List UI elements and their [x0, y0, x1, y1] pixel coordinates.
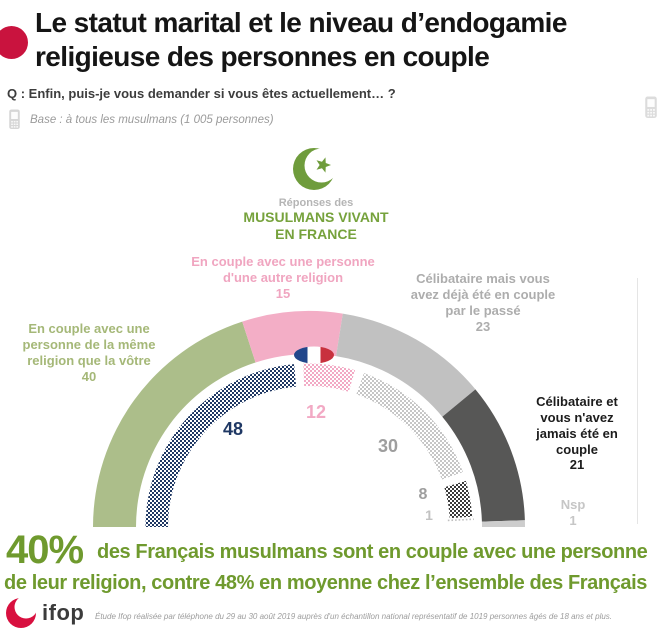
badge-title-line1: MUSULMANS VIVANT: [243, 209, 389, 225]
phone-icon: [645, 96, 657, 118]
label-nsp-text: Nsp: [560, 497, 586, 512]
badge-title-line2: EN FRANCE: [275, 225, 357, 242]
divider-line: [637, 278, 638, 524]
inner-arc-2: [356, 372, 464, 480]
label-same-religion: En couple avec une personne de la même r…: [0, 321, 178, 384]
inner-value-celibataire-passe: 30: [377, 436, 399, 456]
badge-title: MUSULMANS VIVANT EN FRANCE: [196, 209, 436, 242]
survey-base: Base : à tous les musulmans (1 005 perso…: [30, 114, 274, 126]
outer-arc-2: [336, 313, 476, 417]
inner-arc-1: [303, 363, 356, 392]
inner-arc-0: [145, 364, 297, 527]
highlight-stat: 40%: [6, 528, 84, 572]
ifop-logo-text: ifop: [42, 600, 85, 625]
label-other-religion-text: En couple avec une personne d'une autre …: [191, 254, 375, 285]
france-flag-icon: [294, 346, 334, 364]
badge-subtitle: Réponses des: [278, 197, 354, 209]
title-line1: Le statut marital et le niveau d’endogam…: [35, 7, 567, 38]
label-other-religion-value: 15: [275, 285, 291, 301]
survey-question: Q : Enfin, puis-je vous demander si vous…: [7, 86, 396, 101]
label-single-past-text: Célibataire mais vous avez déjà été en c…: [410, 271, 556, 318]
ifop-logo: ifop: [5, 596, 84, 630]
label-other-religion: En couple avec une personne d'une autre …: [158, 254, 408, 302]
source-note: Étude Ifop réalisée par téléphone du 29 …: [95, 612, 613, 621]
label-single-never: Célibataire et vous n'avez jamais été en…: [509, 394, 645, 473]
accent-dot: [0, 26, 28, 59]
label-single-never-value: 21: [569, 457, 585, 473]
label-single-past-value: 23: [475, 318, 491, 334]
respondents-badge: Réponses des MUSULMANS VIVANT EN FRANCE: [196, 146, 436, 242]
label-nsp-value: 1: [569, 513, 577, 529]
label-nsp: Nsp 1: [547, 497, 599, 530]
phone-icon: [9, 109, 20, 130]
outer-arc-0: [93, 321, 256, 527]
outer-arc-3: [442, 389, 525, 522]
label-single-never-text: Célibataire et vous n'avez jamais été en…: [536, 394, 618, 457]
islam-crescent-icon: [293, 148, 339, 190]
outer-arc-4: [481, 520, 525, 527]
highlight-sentence-line2: de leur religion, contre 48% en moyenne …: [4, 572, 648, 594]
highlight-sentence-line1: des Français musulmans sont en couple av…: [97, 541, 648, 563]
label-single-past: Célibataire mais vous avez déjà été en c…: [392, 271, 574, 334]
label-same-religion-value: 40: [81, 368, 97, 384]
inner-arc-3: [444, 480, 473, 519]
inner-value-couple-autre-religion: 12: [305, 402, 327, 422]
inner-value-nsp: 1: [425, 507, 433, 523]
inner-value-celibataire-jamais: 8: [418, 486, 428, 503]
survey-base-row: Base : à tous les musulmans (1 005 perso…: [8, 109, 274, 130]
title-line2: religieuse des personnes en couple: [35, 40, 490, 72]
label-same-religion-text: En couple avec une personne de la même r…: [22, 321, 156, 368]
page-title: Le statut marital et le niveau d’endogam…: [35, 6, 655, 73]
inner-arc-4-dotted: [447, 518, 474, 522]
inner-value-couple-meme-religion: 48: [222, 419, 244, 439]
ifop-logo-icon: [6, 596, 38, 628]
